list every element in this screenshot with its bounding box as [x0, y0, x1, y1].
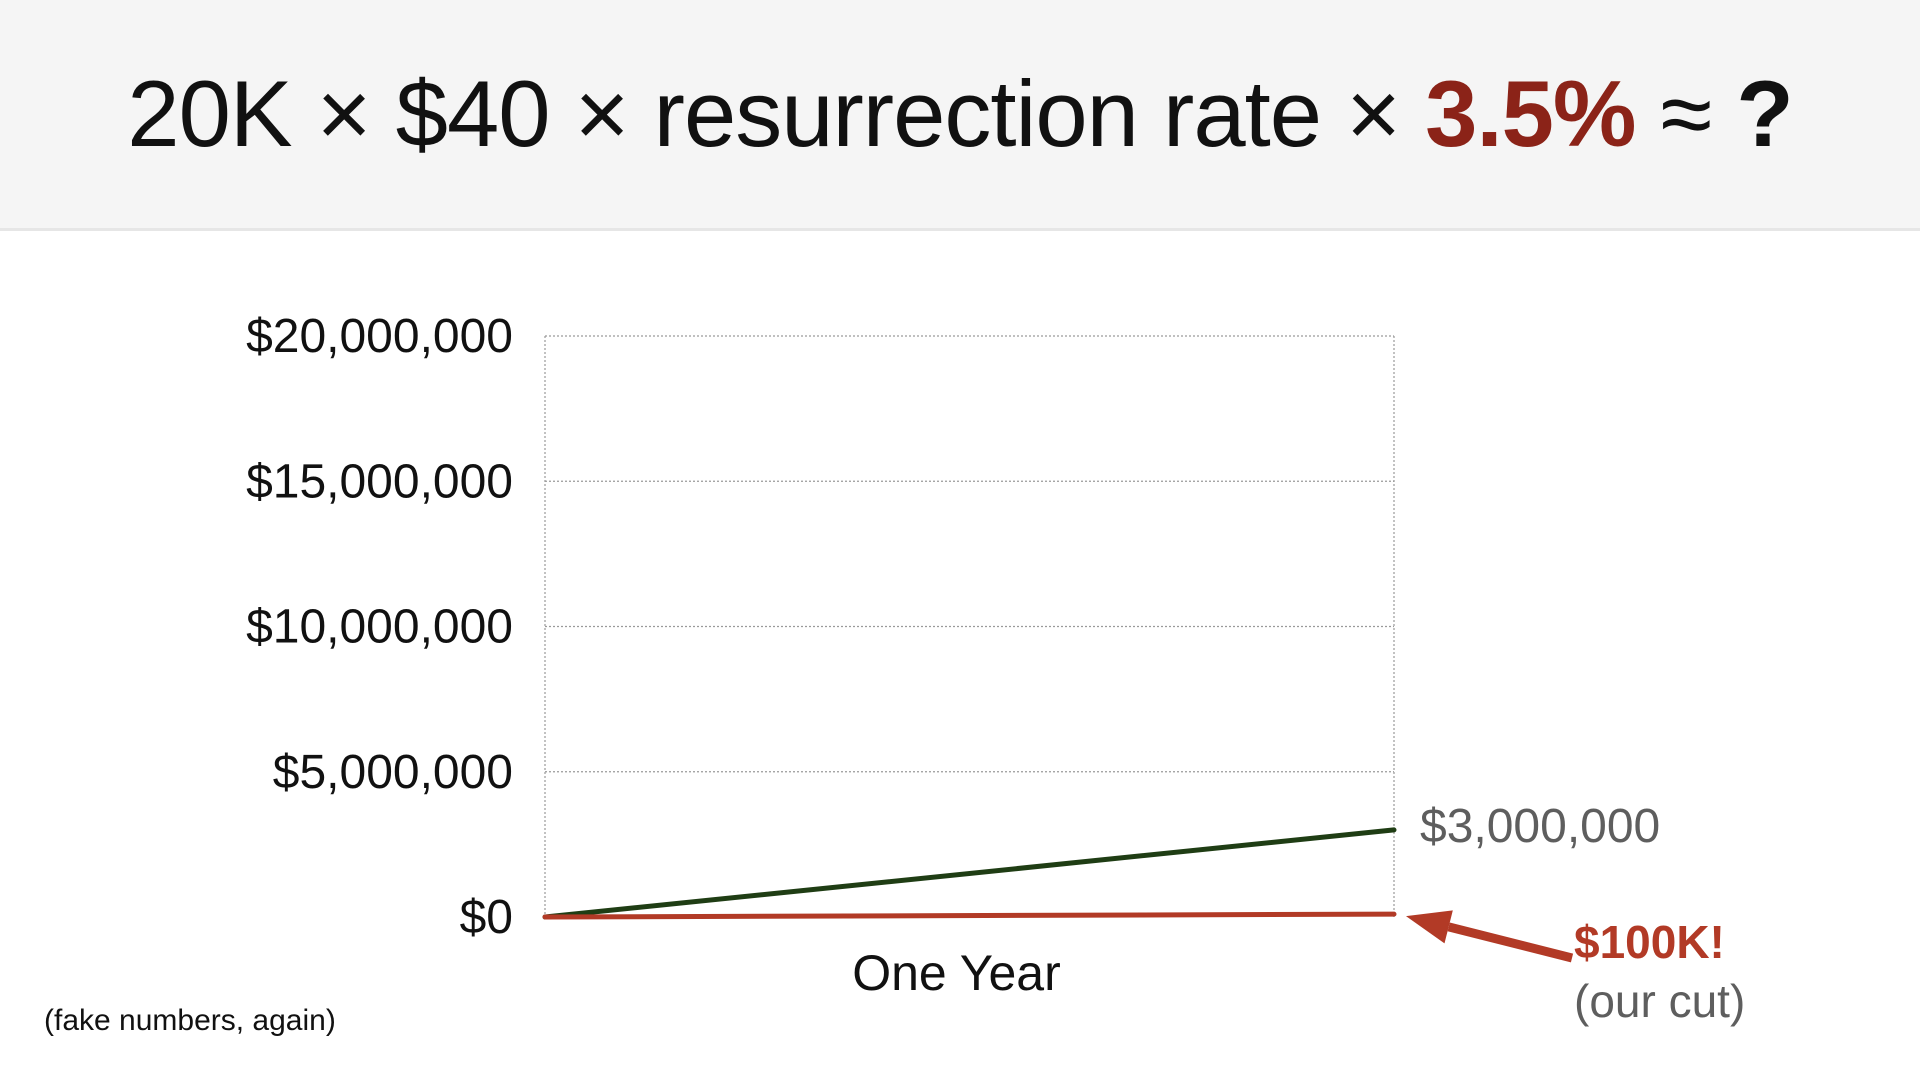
- y-tick-label-0: $0: [460, 891, 513, 944]
- title-question-mark: ?: [1736, 61, 1793, 166]
- footnote: (fake numbers, again): [44, 1004, 336, 1037]
- annotation-arrow-shaft: [1447, 922, 1574, 963]
- y-tick-label-4: $20,000,000: [246, 310, 513, 363]
- x-axis-label: One Year: [852, 945, 1061, 1001]
- series-line-0: [542, 827, 1397, 920]
- y-tick-label-1: $5,000,000: [273, 746, 513, 799]
- annotation-our-cut-value: $100K!: [1574, 916, 1725, 968]
- y-axis-ticks: $0 $5,000,000 $10,000,000 $15,000,000 $20,00…: [246, 310, 513, 944]
- annotation-our-cut-subtext: (our cut): [1574, 975, 1745, 1027]
- title-formula: 20K × $40 × resurrection rate ×: [127, 61, 1426, 166]
- y-tick-label-3: $15,000,000: [246, 455, 513, 508]
- chart-grid: [544, 335, 1395, 917]
- slide-title: 20K × $40 × resurrection rate × 3.5% ≈ ?: [127, 60, 1793, 168]
- series-line-1: [542, 911, 1397, 920]
- chart-annotations: $3,000,000 $100K! (our cut): [1406, 800, 1745, 1027]
- title-rate-highlight: 3.5%: [1425, 61, 1636, 166]
- chart-series: [542, 827, 1397, 920]
- annotation-total-value: $3,000,000: [1420, 800, 1660, 853]
- y-tick-label-2: $10,000,000: [246, 601, 513, 654]
- title-bar: 20K × $40 × resurrection rate × 3.5% ≈ ?: [0, 0, 1920, 231]
- title-approx-symbol: ≈: [1635, 61, 1737, 166]
- annotation-arrow-head: [1406, 910, 1453, 944]
